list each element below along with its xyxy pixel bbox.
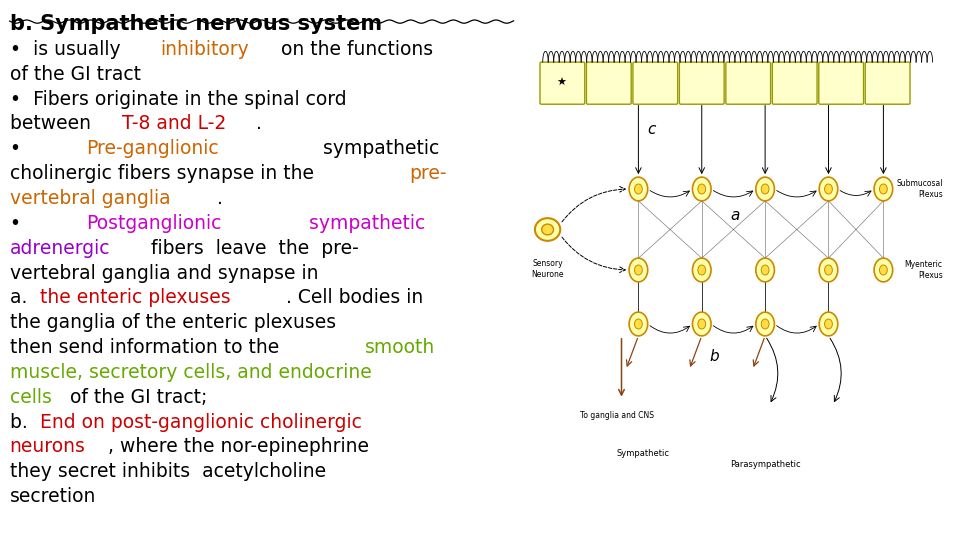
Text: b.: b.	[10, 413, 34, 431]
Circle shape	[698, 265, 706, 275]
Circle shape	[756, 177, 775, 201]
Text: To ganglia and CNS: To ganglia and CNS	[580, 411, 655, 420]
Text: neurons: neurons	[10, 437, 85, 456]
Ellipse shape	[535, 218, 561, 241]
Text: . Cell bodies in: . Cell bodies in	[286, 288, 423, 307]
Text: muscle, secretory cells, and endocrine: muscle, secretory cells, and endocrine	[10, 363, 372, 382]
Circle shape	[692, 177, 711, 201]
Circle shape	[825, 265, 832, 275]
FancyBboxPatch shape	[726, 62, 771, 104]
FancyBboxPatch shape	[819, 62, 864, 104]
Text: ★: ★	[557, 78, 566, 88]
Circle shape	[825, 184, 832, 194]
Text: Parasympathetic: Parasympathetic	[730, 460, 801, 469]
Circle shape	[692, 258, 711, 282]
Text: sympathetic: sympathetic	[260, 214, 425, 233]
Text: pre-: pre-	[410, 164, 447, 183]
Text: a: a	[731, 208, 740, 224]
Circle shape	[635, 184, 642, 194]
Circle shape	[635, 319, 642, 329]
Circle shape	[761, 265, 769, 275]
Circle shape	[629, 312, 648, 336]
Text: Sympathetic: Sympathetic	[616, 449, 669, 458]
Text: sympathetic: sympathetic	[257, 139, 440, 158]
Text: between: between	[10, 114, 97, 133]
Circle shape	[629, 177, 648, 201]
Text: fibers  leave  the  pre-: fibers leave the pre-	[139, 239, 359, 258]
Circle shape	[819, 177, 838, 201]
Text: •: •	[10, 214, 69, 233]
Circle shape	[875, 258, 893, 282]
Text: •: •	[10, 139, 69, 158]
Text: secretion: secretion	[10, 487, 96, 506]
Circle shape	[635, 265, 642, 275]
Circle shape	[692, 312, 711, 336]
FancyBboxPatch shape	[680, 62, 724, 104]
Text: on the functions: on the functions	[275, 40, 433, 59]
Circle shape	[879, 265, 887, 275]
Circle shape	[875, 177, 893, 201]
Circle shape	[756, 312, 775, 336]
Text: Pre-ganglionic: Pre-ganglionic	[85, 139, 219, 158]
Text: adrenergic: adrenergic	[10, 239, 110, 258]
Text: End on post-ganglionic cholinergic: End on post-ganglionic cholinergic	[40, 413, 362, 431]
Circle shape	[761, 319, 769, 329]
Text: of the GI tract: of the GI tract	[10, 65, 140, 84]
Circle shape	[819, 312, 838, 336]
Text: , where the nor-epinephrine: , where the nor-epinephrine	[108, 437, 369, 456]
Text: Sensory
Neurone: Sensory Neurone	[531, 259, 564, 279]
Text: vertebral ganglia and synapse in: vertebral ganglia and synapse in	[10, 264, 318, 282]
Circle shape	[756, 258, 775, 282]
FancyBboxPatch shape	[633, 62, 678, 104]
Text: T-8 and L-2: T-8 and L-2	[122, 114, 227, 133]
Ellipse shape	[541, 224, 554, 235]
Text: the enteric plexuses: the enteric plexuses	[39, 288, 230, 307]
Circle shape	[629, 258, 648, 282]
Text: of the GI tract;: of the GI tract;	[63, 388, 207, 407]
FancyBboxPatch shape	[540, 62, 585, 104]
Circle shape	[698, 184, 706, 194]
Text: Myenteric
Plexus: Myenteric Plexus	[904, 260, 943, 280]
Text: .: .	[217, 189, 223, 208]
Text: b. Sympathetic nervous system: b. Sympathetic nervous system	[10, 14, 382, 33]
Text: c: c	[647, 122, 656, 137]
Circle shape	[879, 184, 887, 194]
Circle shape	[825, 319, 832, 329]
Text: Submucosal
Plexus: Submucosal Plexus	[896, 179, 943, 199]
Text: .: .	[256, 114, 262, 133]
Circle shape	[761, 184, 769, 194]
Text: the ganglia of the enteric plexuses: the ganglia of the enteric plexuses	[10, 313, 336, 332]
Text: •  Fibers originate in the spinal cord: • Fibers originate in the spinal cord	[10, 90, 347, 109]
Circle shape	[819, 258, 838, 282]
Text: •  is usually: • is usually	[10, 40, 126, 59]
Text: vertebral ganglia: vertebral ganglia	[10, 189, 170, 208]
Text: a.: a.	[10, 288, 33, 307]
Text: Postganglionic: Postganglionic	[85, 214, 221, 233]
FancyBboxPatch shape	[587, 62, 632, 104]
FancyBboxPatch shape	[865, 62, 910, 104]
Text: smooth: smooth	[365, 338, 435, 357]
Text: b: b	[709, 349, 719, 364]
Text: inhibitory: inhibitory	[160, 40, 249, 59]
Text: cells: cells	[10, 388, 52, 407]
Text: then send information to the: then send information to the	[10, 338, 285, 357]
FancyBboxPatch shape	[772, 62, 817, 104]
Circle shape	[698, 319, 706, 329]
Text: they secret inhibits  acetylcholine: they secret inhibits acetylcholine	[10, 462, 325, 481]
Text: cholinergic fibers synapse in the: cholinergic fibers synapse in the	[10, 164, 320, 183]
